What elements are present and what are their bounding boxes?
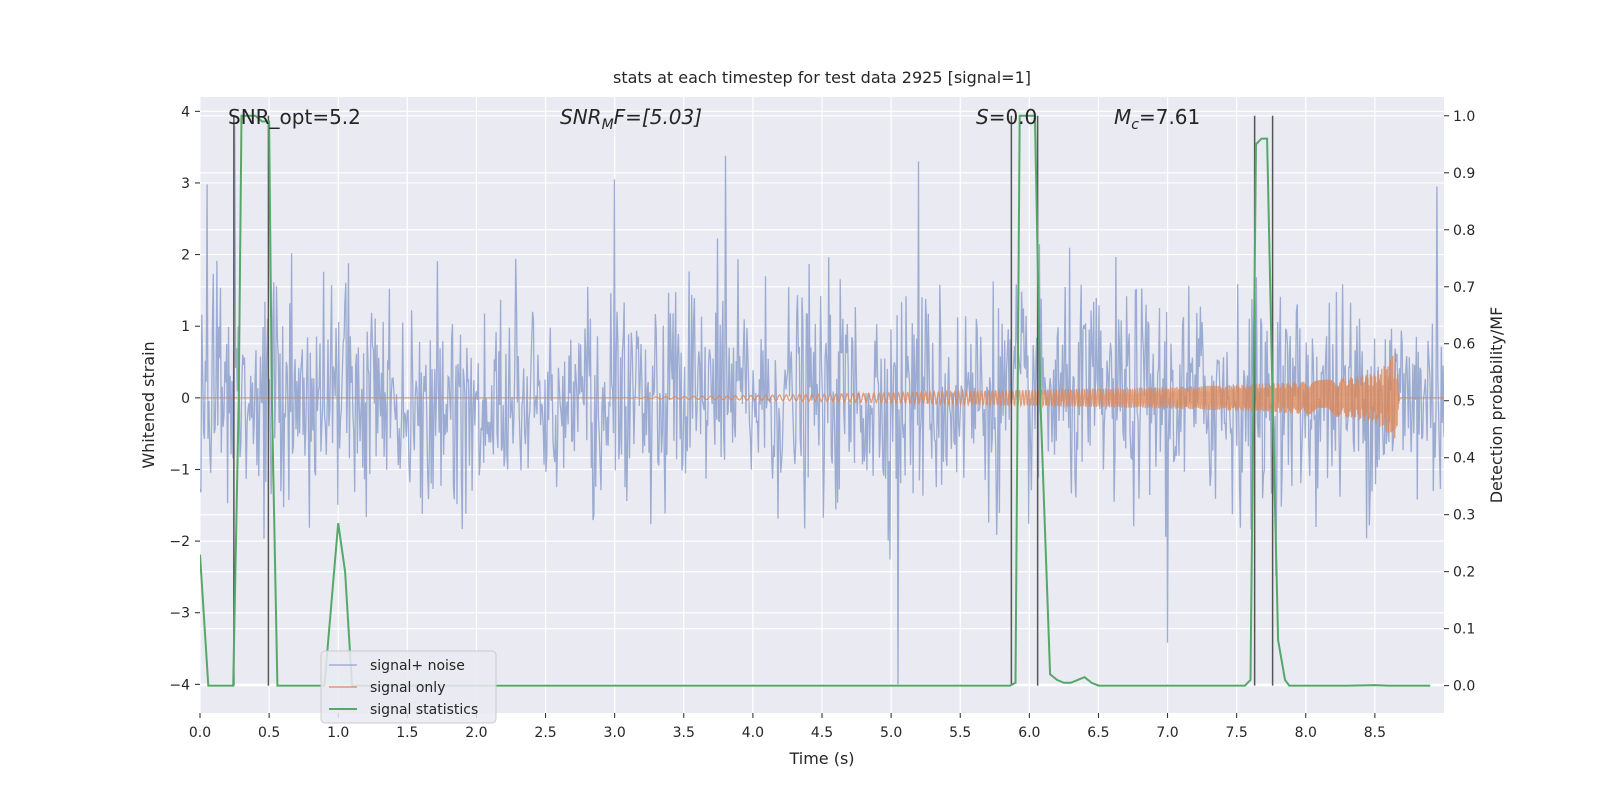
x-tick-label: 6.5: [1087, 725, 1109, 741]
x-tick-label: 2.0: [465, 725, 487, 741]
annotation-mc-rest: =7.61: [1139, 105, 1200, 129]
x-tick-label: 2.5: [534, 725, 556, 741]
legend-entry-label: signal+ noise: [370, 658, 465, 674]
y-tick-label-right: 0.1: [1453, 622, 1475, 638]
y-tick-label-right: 1.0: [1453, 109, 1475, 125]
y-tick-label-left: 0: [181, 391, 190, 407]
y-tick-label-left: −2: [169, 534, 190, 550]
x-axis-label: Time (s): [788, 749, 854, 768]
annotation-mc: Mc=7.61: [1114, 105, 1200, 133]
x-tick-label: 6.0: [1018, 725, 1040, 741]
annotation-snr-mf: SNRMF=[5.03]: [560, 105, 702, 133]
x-tick-label: 0.0: [189, 725, 211, 741]
y-axis-label-right: Detection probability/MF: [1487, 307, 1506, 504]
y-tick-label-left: 1: [181, 319, 190, 335]
annotation-s-rest: =0.0: [989, 105, 1038, 129]
series-signal-only: [200, 352, 1444, 439]
x-tick-label: 4.0: [742, 725, 764, 741]
plot-content: [200, 114, 1444, 687]
chart-title: stats at each timestep for test data 292…: [613, 68, 1031, 87]
y-tick-label-right: 0.5: [1453, 394, 1475, 410]
y-tick-label-right: 0.3: [1453, 508, 1475, 524]
y-tick-label-right: 0.8: [1453, 223, 1475, 239]
y-tick-label-left: −3: [169, 606, 190, 622]
x-tick-label: 1.5: [396, 725, 418, 741]
x-tick-label: 0.5: [258, 725, 280, 741]
y-tick-label-left: 4: [181, 104, 190, 120]
annotation-snr-mf-main: SNR: [560, 105, 602, 129]
x-tick-label: 5.0: [880, 725, 902, 741]
legend-entry-label: signal statistics: [370, 702, 478, 718]
x-tick-label: 1.0: [327, 725, 349, 741]
legend: signal+ noise signal only signal statistic…: [320, 650, 497, 724]
annotation-mc-sub: c: [1131, 117, 1139, 133]
annotation-snr-mf-rest: F=[5.03]: [614, 105, 702, 129]
y-axis-label-left: Whitened strain: [139, 341, 158, 468]
x-tick-label: 7.5: [1226, 725, 1248, 741]
x-tick-label: 4.5: [811, 725, 833, 741]
x-tick-label: 3.5: [673, 725, 695, 741]
annotation-s-main: S: [976, 105, 989, 129]
y-tick-label-left: 3: [181, 176, 190, 192]
series-signal-statistics: [200, 114, 1431, 687]
ticks: 0.0 0.5 1.0 1.5 2.0 2.5 3.0 3.5 4.0 4.5 5.0 5.5 6.0 6…: [169, 104, 1475, 741]
y-tick-label-right: 0.7: [1453, 280, 1475, 296]
annotation-snr-mf-sub: M: [602, 117, 614, 133]
annotation-snr-opt: SNR_opt=5.2: [228, 105, 361, 129]
plot-area: 0.0 0.5 1.0 1.5 2.0 2.5 3.0 3.5 4.0 4.5 5.0 5.5 6.0 6…: [139, 68, 1506, 768]
x-tick-label: 7.0: [1156, 725, 1178, 741]
x-tick-label: 3.0: [604, 725, 626, 741]
legend-box: [320, 650, 497, 724]
y-tick-label-right: 0.0: [1453, 679, 1475, 695]
series-signal-plus-noise: [200, 125, 1444, 685]
y-tick-label-left: 2: [181, 248, 190, 264]
x-tick-label: 8.5: [1364, 725, 1386, 741]
x-tick-label: 8.0: [1295, 725, 1317, 741]
legend-entry-label: signal only: [370, 680, 445, 696]
annotation-mc-main: M: [1114, 105, 1131, 129]
y-tick-label-right: 0.6: [1453, 337, 1475, 353]
y-tick-label-left: −1: [169, 462, 190, 478]
y-tick-label-left: −4: [169, 677, 190, 693]
y-tick-label-right: 0.4: [1453, 451, 1475, 467]
annotation-s: S=0.0: [976, 105, 1037, 129]
x-tick-label: 5.5: [949, 725, 971, 741]
y-tick-label-right: 0.2: [1453, 565, 1475, 581]
y-tick-label-right: 0.9: [1453, 166, 1475, 182]
